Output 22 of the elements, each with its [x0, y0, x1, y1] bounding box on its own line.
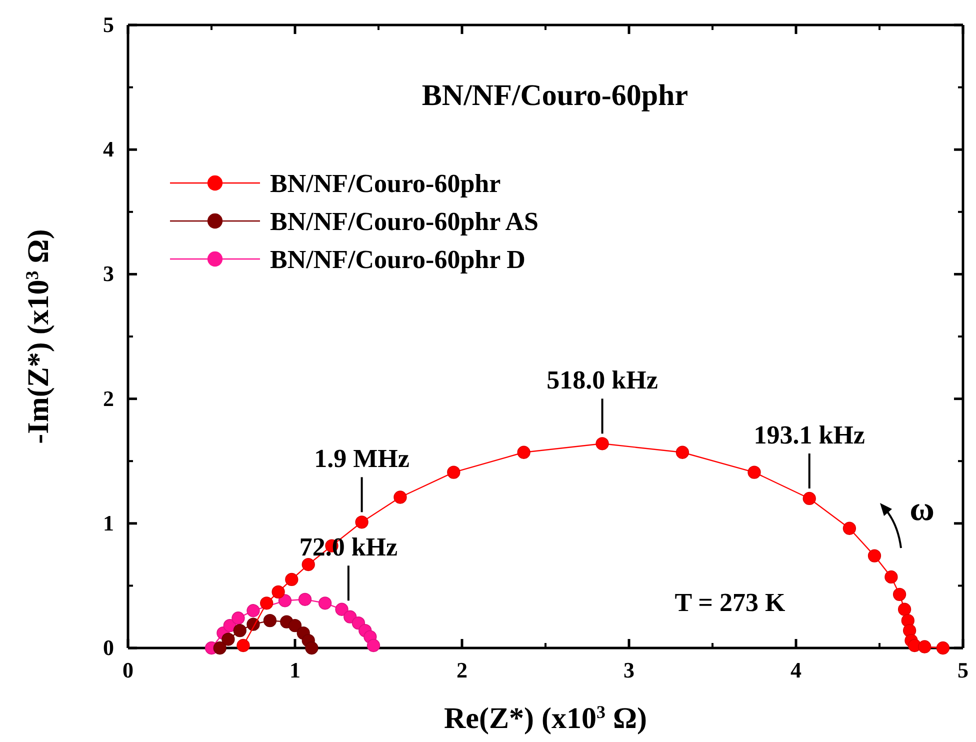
x-tick-label: 2 [456, 658, 468, 683]
legend-label: BN/NF/Couro-60phr AS [270, 207, 538, 236]
x-axis-title: Re(Z*) (x10$^{3}$ Ω) [444, 702, 647, 735]
y-tick-label: 4 [103, 136, 114, 162]
text: BN/NF/Couro-60phr [422, 79, 688, 112]
legend-label: BN/NF/Couro-60phr [270, 169, 501, 198]
x-tick-label: 4 [790, 658, 802, 683]
y-tick-label: 5 [103, 12, 114, 38]
y-tick-label: 2 [103, 386, 114, 411]
x-tick-label: 0 [122, 658, 134, 683]
y-tick-label: 0 [103, 635, 114, 660]
annotation: ω [910, 491, 934, 528]
y-tick-label: 3 [103, 261, 114, 286]
annotation: 1.9 MHz [314, 444, 410, 474]
annotation: 518.0 kHz [546, 366, 658, 395]
x-tick-label: 1 [290, 658, 300, 683]
x-tick-label: 3 [624, 658, 634, 683]
x-tick-label: 5 [958, 658, 968, 683]
legend-label: BN/NF/Couro-60phr D [270, 245, 526, 274]
annotation: 193.1 kHz [754, 420, 865, 450]
annotation: T = 273 K [674, 588, 786, 617]
y-tick-label: 1 [103, 510, 114, 536]
